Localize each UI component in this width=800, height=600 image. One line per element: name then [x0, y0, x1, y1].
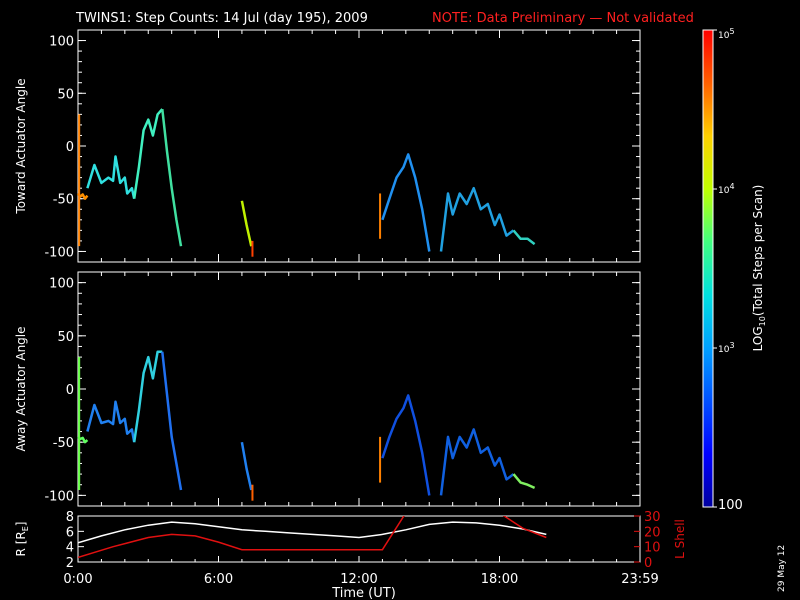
data-trace [86, 400, 136, 443]
colorbar-label: LOG10(Total Steps per Scan) [751, 185, 767, 352]
l-shell-line [502, 516, 547, 539]
y-tick-label: 50 [57, 87, 74, 102]
colorbar-tick-base: 100 [718, 498, 743, 513]
colorbar-scale [702, 29, 714, 508]
colorbar-tick-label: 104 [718, 182, 735, 196]
colorbar-tick-label: 105 [718, 27, 735, 41]
colorbar-label-sub: 10 [758, 316, 767, 326]
y-tick-label: 100 [49, 35, 74, 50]
colorbar-tick-exponent: 4 [729, 182, 734, 191]
data-trace [512, 473, 536, 490]
data-trace [439, 186, 515, 252]
y-tick-label: -50 [53, 193, 74, 208]
x-tick-label: 18:00 [481, 572, 518, 587]
l-shell-tick-label: 20 [644, 525, 661, 540]
x-tick-label: 12:00 [340, 572, 377, 587]
data-trace [132, 350, 163, 443]
data-trace [161, 108, 183, 247]
y-tick-label: -100 [44, 489, 74, 504]
colorbar-tick-exponent: 5 [729, 27, 734, 36]
r-axis-label: R [RE] [14, 522, 30, 557]
time-axis: 0:00 6:00 12:00 18:00 23:59 [63, 572, 658, 587]
r-axis-label-end: ] [14, 522, 28, 527]
colorbar-label-log: LOG [751, 326, 765, 351]
date-stamp: 29 May 12 [777, 545, 787, 592]
preliminary-note: NOTE: Data Preliminary — Not validated [432, 11, 694, 26]
data-trace [86, 155, 136, 199]
l-shell-line [78, 516, 405, 559]
colorbar-label-rest: (Total Steps per Scan) [751, 185, 765, 317]
data-trace [381, 153, 431, 252]
colorbar-tick-base: 10 [718, 31, 730, 41]
y-tick-label: -100 [44, 245, 74, 260]
r-tick-label: 6 [66, 525, 74, 540]
x-axis-label: Time (UT) [331, 586, 396, 600]
plot-frame [77, 29, 641, 263]
l-shell-axis-label: L Shell [673, 519, 687, 559]
data-trace [132, 108, 164, 199]
data-trace [439, 428, 515, 496]
data-trace [240, 200, 253, 247]
y-tick-label: 0 [66, 140, 74, 155]
r-axis-label-text: R [R [14, 531, 28, 556]
l-shell-tick-label: 30 [644, 510, 661, 525]
colorbar-tick-base: 10 [718, 345, 730, 355]
r-distance-line [78, 521, 547, 544]
data-trace [240, 441, 253, 491]
data-trace [161, 351, 183, 491]
y-tick-label: 100 [49, 277, 74, 292]
colorbar-tick-label: 103 [718, 341, 735, 355]
y-tick-label: 0 [66, 383, 74, 398]
toward-angle-panel: 100 50 0 -50 -100 Toward Actuator Angle [14, 29, 641, 263]
l-shell-tick-label: 10 [644, 541, 661, 556]
x-tick-label: 0:00 [63, 572, 92, 587]
x-tick-label: 6:00 [204, 572, 233, 587]
y-axis-label: Toward Actuator Angle [14, 78, 28, 214]
y-tick-label: -50 [53, 436, 74, 451]
away-angle-panel: 100 50 0 -50 -100 Away Actuator Angle [14, 271, 641, 507]
plot-frame [77, 271, 641, 507]
data-trace [381, 394, 431, 496]
r-axis-label-sub: E [21, 526, 30, 531]
r-tick-label: 2 [66, 556, 74, 571]
x-tick-label: 23:59 [621, 572, 658, 587]
data-trace [512, 229, 536, 246]
y-tick-label: 50 [57, 330, 74, 345]
r-tick-label: 4 [66, 541, 74, 556]
colorbar-tick-exponent: 3 [729, 341, 734, 350]
colorbar-tick-label: 100 [718, 498, 743, 513]
figure-title: TWINS1: Step Counts: 14 Jul (day 195), 2… [75, 11, 368, 26]
r-tick-label: 8 [66, 510, 74, 525]
colorbar-tick-base: 10 [718, 186, 730, 196]
y-axis-label: Away Actuator Angle [14, 326, 28, 451]
l-shell-tick-label: 0 [644, 556, 652, 571]
